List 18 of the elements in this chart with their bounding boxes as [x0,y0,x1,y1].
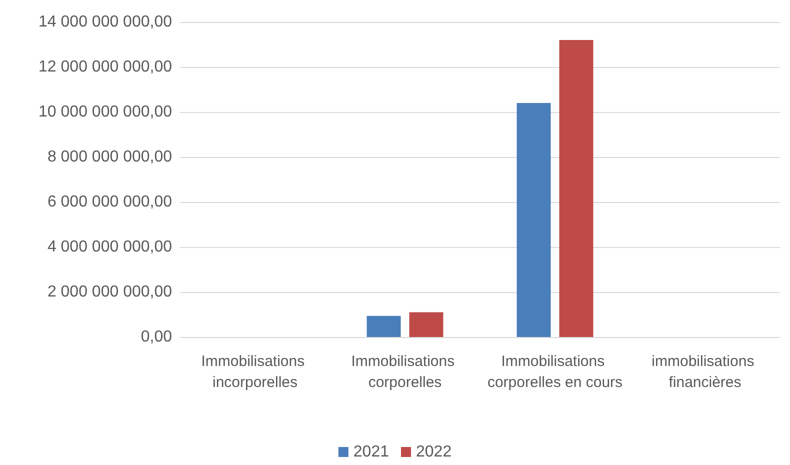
bar [366,316,401,337]
y-tick-label: 6 000 000 000,00 [47,194,172,210]
x-tick-label: Immobilisations incorporelles [201,353,309,391]
y-tick-label: 2 000 000 000,00 [47,284,172,300]
bar [516,103,551,337]
bar [559,40,594,337]
legend-label: 2021 [353,444,390,460]
y-tick-label: 14 000 000 000,00 [38,14,172,30]
legend-label: 2022 [416,444,452,460]
y-tick-label: 10 000 000 000,00 [38,104,172,120]
y-tick-label: 0,00 [140,328,172,346]
x-tick-label: immobilisations financières [652,353,758,391]
y-tick-label: 8 000 000 000,00 [47,148,172,166]
x-tick-label: Immobilisations corporelles en cours [487,353,623,391]
y-tick-label: 4 000 000 000,00 [47,238,172,256]
y-tick-label: 12 000 000 000,00 [38,58,172,76]
bar [409,312,444,337]
x-tick-label: Immobilisations corporelles [351,353,459,391]
